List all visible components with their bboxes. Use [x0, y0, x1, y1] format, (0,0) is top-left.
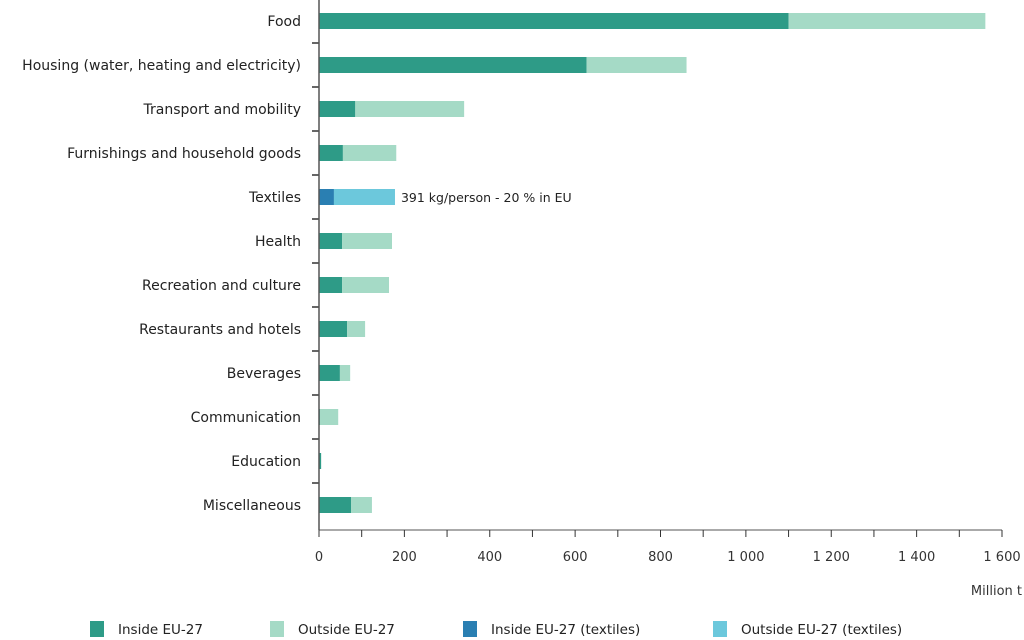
x-tick-label: 1 400 — [898, 550, 935, 565]
x-tick-label: 400 — [477, 550, 502, 565]
category-label: Food — [267, 14, 301, 30]
category-label: Health — [255, 234, 301, 250]
category-label: Recreation and culture — [142, 278, 301, 294]
legend-swatch — [90, 621, 104, 637]
bar-segment — [342, 277, 390, 293]
bar-segment — [319, 277, 343, 293]
category-label: Communication — [191, 410, 301, 426]
bar-segment — [319, 145, 343, 161]
bar-segment — [355, 101, 465, 117]
x-axis-title: Million t — [971, 584, 1022, 599]
bar-segment — [319, 233, 343, 249]
legend-label: Inside EU-27 — [118, 622, 203, 638]
bar-segment — [319, 189, 334, 205]
bar-segment — [319, 453, 322, 469]
bar-segment — [339, 365, 351, 381]
category-label: Housing (water, heating and electricity) — [22, 58, 301, 74]
bar-segment — [342, 233, 392, 249]
bar-segment — [586, 57, 687, 73]
legend-label: Outside EU-27 — [298, 622, 395, 638]
bar-segment — [347, 321, 366, 337]
x-tick-label: 200 — [392, 550, 417, 565]
category-label: Furnishings and household goods — [67, 146, 301, 162]
category-label: Miscellaneous — [203, 498, 301, 514]
bar-segment — [319, 13, 789, 29]
textiles-annotation: 391 kg/person - 20 % in EU — [401, 190, 572, 205]
legend-swatch — [463, 621, 477, 637]
bar-segment — [788, 13, 986, 29]
category-label: Education — [231, 454, 301, 470]
x-tick-label: 1 600 — [983, 550, 1020, 565]
x-tick-label: 1 200 — [813, 550, 850, 565]
bar-segment — [319, 409, 339, 425]
bar-segment — [319, 101, 356, 117]
legend-swatch — [270, 621, 284, 637]
bar-segment — [319, 321, 348, 337]
bar-segment — [319, 497, 352, 513]
category-label: Beverages — [227, 366, 301, 382]
bar-segment — [342, 145, 397, 161]
bar-segment — [333, 189, 395, 205]
legend-swatch — [713, 621, 727, 637]
x-tick-label: 600 — [563, 550, 588, 565]
legend-label: Inside EU-27 (textiles) — [491, 622, 640, 638]
bar-segment — [319, 365, 340, 381]
x-tick-label: 0 — [315, 550, 323, 565]
category-label: Transport and mobility — [143, 102, 301, 118]
category-label: Restaurants and hotels — [139, 322, 301, 338]
x-tick-label: 800 — [648, 550, 673, 565]
category-label: Textiles — [248, 190, 301, 206]
bar-segment — [351, 497, 372, 513]
bar-segment — [319, 57, 587, 73]
x-tick-label: 1 000 — [727, 550, 764, 565]
legend-label: Outside EU-27 (textiles) — [741, 622, 902, 638]
